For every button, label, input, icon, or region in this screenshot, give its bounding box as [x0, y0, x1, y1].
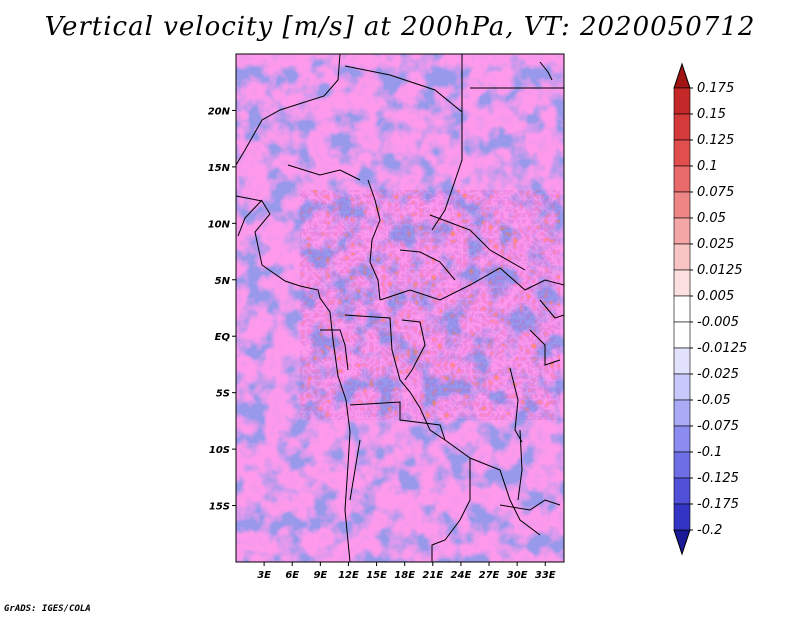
- colorbar-label: 0.025: [697, 237, 734, 252]
- colorbar-label: 0.05: [697, 211, 726, 226]
- y-tick-label: 10S: [209, 445, 230, 456]
- x-tick-label: 12E: [338, 570, 359, 581]
- x-tick-label: 30E: [507, 570, 528, 581]
- y-tick-label: 5S: [216, 389, 230, 400]
- credit-label: GrADS: IGES/COLA: [4, 604, 91, 614]
- colorbar-label: 0.1: [697, 159, 718, 174]
- y-tick-label: EQ: [215, 332, 231, 343]
- colorbar-label: 0.175: [697, 81, 734, 96]
- colorbar-label: -0.175: [697, 497, 739, 512]
- y-tick-label: 5N: [215, 276, 231, 287]
- colorbar-label: -0.125: [697, 471, 739, 486]
- colorbar-swatch: [673, 295, 691, 323]
- colorbar-label: -0.2: [697, 523, 722, 538]
- colorbar-swatch: [673, 451, 691, 479]
- country-borders: [236, 54, 564, 562]
- colorbar-label: 0.0125: [697, 263, 743, 278]
- axis-ticks: 3E 6E 9E 12E 15E 18E 21E 24E 27E 30E 33E 20N 15N 10N 5…: [208, 106, 556, 581]
- colorbar-swatch: [673, 139, 691, 167]
- colorbar: 0.175 0.15 0.125 0.1 0.075 0.05 0.025 0.0125 0.0…: [673, 62, 747, 556]
- y-tick-label: 15N: [208, 163, 231, 174]
- colorbar-swatch: [673, 503, 691, 531]
- colorbar-swatch: [673, 217, 691, 245]
- colorbar-top-arrow: [673, 62, 691, 89]
- colorbar-swatch: [673, 321, 691, 349]
- x-tick-label: 15E: [366, 570, 387, 581]
- colorbar-bottom-arrow: [673, 529, 691, 556]
- colorbar-swatch: [673, 191, 691, 219]
- y-tick-label: 10N: [208, 219, 231, 230]
- x-tick-label: 18E: [394, 570, 415, 581]
- colorbar-swatch: [673, 165, 691, 193]
- x-tick-label: 3E: [257, 570, 271, 581]
- colorbar-label: 0.125: [697, 133, 734, 148]
- colorbar-swatch: [673, 269, 691, 297]
- map-frame: [235, 53, 565, 563]
- x-tick-label: 21E: [422, 570, 443, 581]
- colorbar-swatch: [673, 373, 691, 401]
- colorbar-label: -0.0125: [697, 341, 747, 356]
- colorbar-swatch: [673, 425, 691, 453]
- colorbar-label: -0.005: [697, 315, 739, 330]
- colorbar-label: -0.025: [697, 367, 739, 382]
- colorbar-swatch: [673, 113, 691, 141]
- x-tick-label: 27E: [479, 570, 500, 581]
- colorbar-swatch: [673, 87, 691, 115]
- colorbar-label: -0.075: [697, 419, 739, 434]
- x-tick-label: 33E: [535, 570, 556, 581]
- colorbar-swatch: [673, 347, 691, 375]
- colorbar-swatch: [673, 399, 691, 427]
- colorbar-label: 0.005: [697, 289, 734, 304]
- y-tick-label: 15S: [209, 502, 230, 513]
- colorbar-label: 0.15: [697, 107, 726, 122]
- plot-title: Vertical velocity [m/s] at 200hPa, VT: 2…: [44, 12, 756, 42]
- colorbar-label: -0.1: [697, 445, 722, 460]
- x-tick-label: 9E: [313, 570, 327, 581]
- y-tick-label: 20N: [208, 106, 231, 117]
- x-tick-label: 6E: [285, 570, 299, 581]
- colorbar-swatch: [673, 243, 691, 271]
- colorbar-label: -0.05: [697, 393, 731, 408]
- x-tick-label: 24E: [451, 570, 472, 581]
- colorbar-label: 0.075: [697, 185, 734, 200]
- velocity-field: [236, 54, 564, 562]
- colorbar-swatch: [673, 477, 691, 505]
